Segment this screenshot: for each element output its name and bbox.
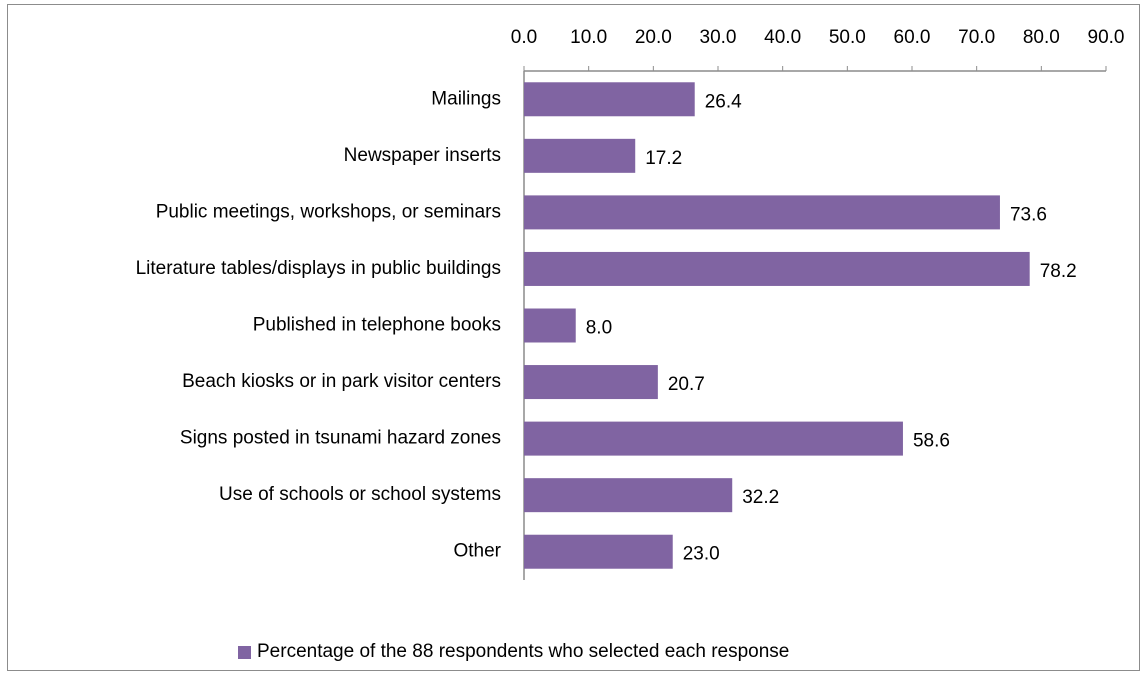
value-labels: 26.4 17.2 73.6 78.2 8.0 20.7 58.6 32.2 23.0 bbox=[586, 91, 1077, 564]
x-tick-label: 90.0 bbox=[1088, 27, 1125, 48]
bars bbox=[524, 82, 1030, 569]
x-tick-label: 30.0 bbox=[700, 27, 737, 48]
value-label: 78.2 bbox=[1040, 261, 1077, 282]
category-label: Mailings bbox=[431, 88, 501, 109]
legend-swatch bbox=[238, 645, 251, 659]
x-tick-label: 80.0 bbox=[1023, 27, 1060, 48]
value-label: 8.0 bbox=[586, 318, 612, 339]
x-tick-label: 10.0 bbox=[570, 27, 607, 48]
x-tick-label: 60.0 bbox=[894, 27, 931, 48]
category-labels: Mailings Newspaper inserts Public meetings… bbox=[136, 88, 502, 561]
category-label: Published in telephone books bbox=[253, 315, 501, 336]
category-label: Beach kiosks or in park visitor centers bbox=[182, 371, 501, 392]
category-label: Other bbox=[453, 541, 501, 562]
value-label: 58.6 bbox=[913, 431, 950, 452]
bar bbox=[524, 138, 636, 173]
legend-label: Percentage of the 88 respondents who sel… bbox=[257, 641, 790, 662]
bar bbox=[524, 421, 903, 456]
bar bbox=[524, 195, 1000, 230]
bar bbox=[524, 251, 1030, 286]
bar bbox=[524, 365, 658, 400]
x-tick-label: 40.0 bbox=[764, 27, 801, 48]
bar bbox=[524, 478, 733, 513]
x-tick-label: 50.0 bbox=[829, 27, 866, 48]
legend: Percentage of the 88 respondents who sel… bbox=[238, 641, 789, 663]
bar bbox=[524, 82, 695, 117]
x-axis-tick-labels: 0.0 10.0 20.0 30.0 40.0 50.0 60.0 70.0 80.0 90.0 bbox=[511, 27, 1125, 71]
category-label: Literature tables/displays in public bui… bbox=[136, 258, 501, 279]
value-label: 20.7 bbox=[668, 374, 705, 395]
x-tick-label: 0.0 bbox=[511, 27, 537, 48]
category-label: Signs posted in tsunami hazard zones bbox=[180, 428, 501, 449]
value-label: 17.2 bbox=[645, 148, 682, 169]
x-tick-label: 20.0 bbox=[635, 27, 672, 48]
bar bbox=[524, 308, 576, 343]
value-label: 73.6 bbox=[1010, 204, 1047, 225]
category-label: Newspaper inserts bbox=[344, 145, 501, 166]
category-label: Use of schools or school systems bbox=[219, 484, 501, 505]
value-label: 32.2 bbox=[742, 487, 779, 508]
value-label: 23.0 bbox=[683, 544, 720, 565]
category-label: Public meetings, workshops, or seminars bbox=[156, 201, 501, 222]
bar bbox=[524, 534, 673, 569]
value-label: 26.4 bbox=[705, 91, 742, 112]
x-tick-label: 70.0 bbox=[958, 27, 995, 48]
